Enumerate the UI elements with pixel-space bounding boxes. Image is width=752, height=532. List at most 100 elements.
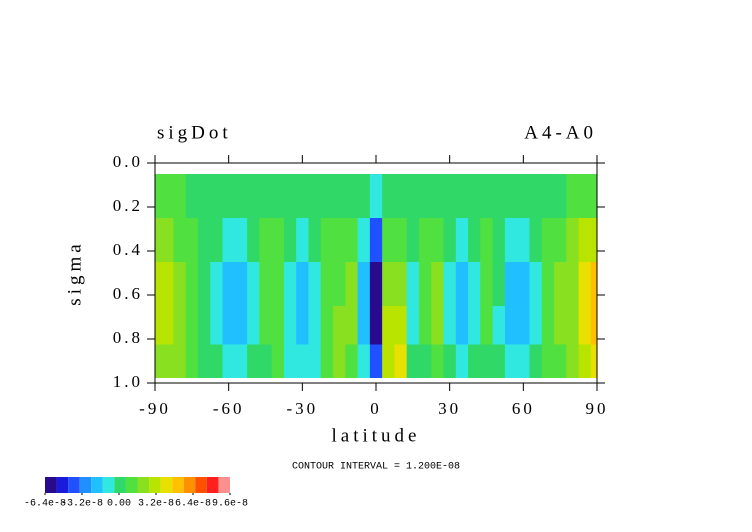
- colorbar-box: [206, 477, 219, 493]
- annotation: CONTOUR INTERVAL = 1.200E-08: [292, 462, 460, 473]
- cell: [382, 306, 395, 345]
- cell: [566, 306, 580, 345]
- colorbar-label: 3.2e-8: [138, 499, 174, 510]
- cell: [345, 174, 359, 219]
- cell: [443, 174, 457, 219]
- colorbar-label: -6.4e-8: [24, 499, 66, 510]
- cell: [271, 174, 285, 219]
- cell: [345, 344, 359, 378]
- cell: [271, 306, 285, 345]
- x-tick-label: 30: [438, 399, 461, 418]
- cell: [283, 306, 297, 345]
- cell: [554, 306, 567, 345]
- x-axis-label: latitude: [332, 425, 421, 446]
- cell: [541, 306, 555, 345]
- cell: [394, 344, 408, 378]
- cell: [333, 344, 346, 378]
- cell: [492, 306, 506, 345]
- cell: [357, 218, 371, 263]
- cell: [345, 306, 359, 345]
- cell: [357, 262, 371, 307]
- cell: [234, 262, 248, 307]
- colorbar-label: -3.2e-8: [61, 499, 103, 510]
- cell: [222, 218, 236, 263]
- cell: [504, 306, 518, 345]
- x-tick-label: -90: [139, 399, 171, 418]
- cell: [210, 218, 224, 263]
- cell: [185, 218, 199, 263]
- cell: [173, 262, 187, 307]
- colorbar-box: [183, 477, 196, 493]
- cell: [173, 218, 187, 263]
- cell: [185, 344, 199, 378]
- cell: [369, 306, 383, 345]
- cell: [541, 262, 555, 307]
- colorbar-box: [195, 477, 207, 493]
- cell: [185, 262, 199, 307]
- colorbar-box: [68, 477, 80, 493]
- y-tick-label: 0.4: [113, 240, 143, 259]
- y-tick-label: 0.2: [113, 196, 143, 215]
- cell: [504, 344, 518, 378]
- cell: [259, 218, 273, 263]
- cell: [369, 344, 383, 378]
- cell: [529, 218, 543, 263]
- cell: [222, 174, 236, 219]
- cell: [418, 344, 432, 378]
- x-tick-label: 60: [512, 399, 535, 418]
- cell: [320, 174, 334, 219]
- cell: [357, 306, 371, 345]
- cell: [320, 262, 334, 307]
- cell: [222, 262, 236, 307]
- cell: [468, 174, 481, 219]
- colorbar-box: [79, 477, 92, 493]
- cell: [382, 344, 395, 378]
- colorbar-box: [45, 477, 57, 493]
- cell: [320, 344, 334, 378]
- cell: [529, 306, 543, 345]
- cell: [443, 344, 457, 378]
- colorbar-box: [91, 477, 103, 493]
- cell: [369, 218, 383, 263]
- cell: [210, 344, 224, 378]
- cell: [590, 218, 598, 263]
- cell: [517, 218, 530, 263]
- cell: [394, 306, 408, 345]
- cell: [517, 344, 530, 378]
- colorbar-box: [137, 477, 150, 493]
- cell: [161, 344, 174, 378]
- cell: [271, 218, 285, 263]
- cell: [333, 174, 346, 219]
- cell: [357, 344, 371, 378]
- cell: [210, 262, 224, 307]
- cell: [492, 218, 506, 263]
- cell: [271, 262, 285, 307]
- cell: [197, 262, 211, 307]
- cell: [468, 344, 481, 378]
- cell: [247, 344, 260, 378]
- cell: [234, 344, 248, 378]
- cell: [259, 174, 273, 219]
- cell: [504, 218, 518, 263]
- cell: [590, 344, 598, 378]
- cell: [492, 174, 506, 219]
- cell: [320, 218, 334, 263]
- colorbar-box: [149, 477, 161, 493]
- cell: [455, 174, 469, 219]
- cell: [222, 306, 236, 345]
- cell: [308, 174, 322, 219]
- cell: [394, 218, 408, 263]
- cell: [296, 174, 309, 219]
- cell: [197, 306, 211, 345]
- cell: [566, 218, 580, 263]
- cell: [259, 306, 273, 345]
- cell: [554, 218, 567, 263]
- cell: [283, 262, 297, 307]
- cell: [197, 218, 211, 263]
- cell: [406, 174, 420, 219]
- cell: [541, 174, 555, 219]
- cell: [566, 344, 580, 378]
- colorbar-label: 9.6e-8: [212, 499, 248, 510]
- x-tick-label: -60: [213, 399, 245, 418]
- y-tick-label: 0.0: [113, 152, 143, 171]
